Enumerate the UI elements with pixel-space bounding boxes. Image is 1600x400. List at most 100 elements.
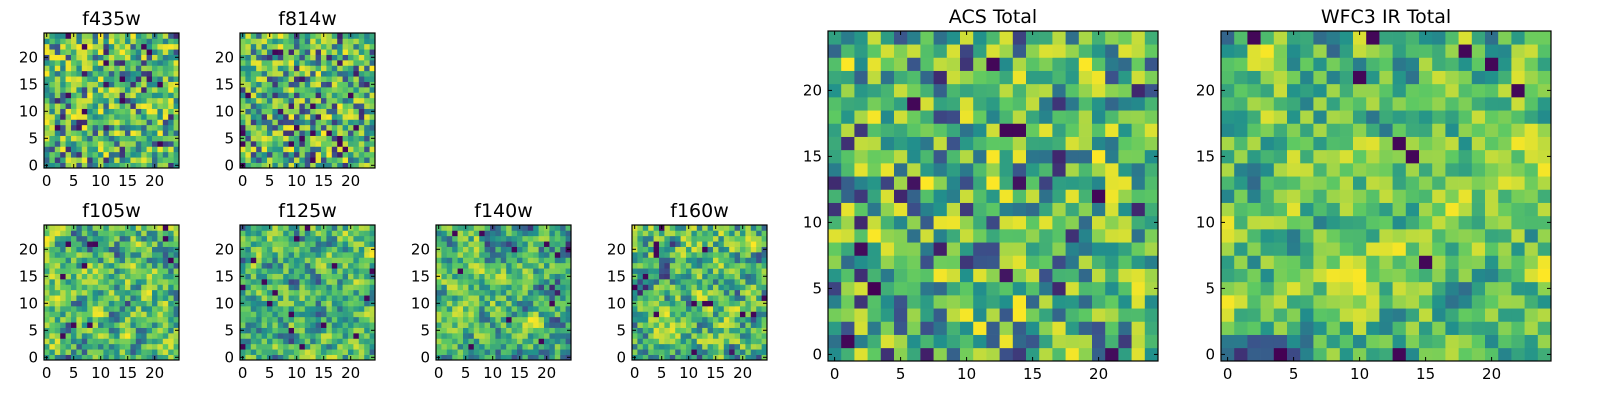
heatmap-cell [342,60,349,66]
heatmap-cell [358,354,365,361]
heatmap-cell [44,268,50,274]
heatmap-cell [463,327,469,334]
heatmap-cell [49,246,56,253]
heatmap-cell [364,343,370,350]
heatmap-cell [245,268,252,274]
heatmap-cell [1052,163,1066,177]
heatmap-cell [337,230,343,237]
heatmap-cell [756,230,762,237]
heatmap-cell [1326,229,1341,243]
heatmap-cell [157,157,164,163]
heatmap-cell [326,81,333,88]
heatmap-cell [49,235,56,242]
heatmap-cell [250,322,257,328]
heatmap-cell [369,225,376,231]
heatmap-cell [1471,295,1486,309]
heatmap-cell [288,70,295,77]
heatmap-cell [828,268,842,283]
y-tick-label: 15 [803,147,822,165]
heatmap-cell [1144,202,1159,217]
heatmap-cell [114,257,120,264]
heatmap-cell [135,262,142,269]
heatmap-cell [702,289,708,296]
heatmap-cell [933,268,948,283]
heatmap-cell [565,333,572,339]
heatmap-cell [999,31,1014,45]
heatmap-cell [168,87,174,93]
heatmap-cell [691,289,698,296]
heatmap-cell [1498,308,1512,322]
heatmap-cell [87,81,93,88]
heatmap-cell [1118,110,1132,124]
heatmap-cell [267,333,273,339]
heatmap-cell [907,97,921,111]
heatmap-cell [125,268,131,274]
heatmap-cell [522,284,529,291]
heatmap-cell [1471,321,1486,335]
heatmap-cell [446,354,453,361]
heatmap-cell [283,246,289,253]
heatmap-cell [256,252,262,258]
heatmap-cell [1012,255,1027,269]
heatmap-cell [65,60,72,66]
heatmap-cell [364,349,370,355]
heatmap-cell [331,162,338,169]
heatmap-cell [283,349,289,355]
heatmap-cell [304,119,311,126]
heatmap-cell [1118,57,1132,71]
heatmap-cell [87,246,93,253]
heatmap-cell [353,333,360,339]
heatmap-cell [468,268,475,274]
heatmap-cell [369,262,376,269]
heatmap-cell [686,300,692,307]
heatmap-cell [750,316,757,323]
heatmap-cell [272,135,279,142]
heatmap-cell [76,252,83,258]
heatmap-cell [452,300,458,307]
heatmap-cell [337,60,343,66]
heatmap-cell [299,257,306,264]
heatmap-cell [841,334,855,349]
heatmap-cell [71,289,77,296]
heatmap-cell [946,189,961,203]
heatmap-cell [880,229,895,243]
heatmap-cell [960,242,974,256]
heatmap-cell [527,273,534,280]
heatmap-cell [506,235,512,242]
heatmap-cell [745,262,752,269]
heatmap-cell [337,327,343,334]
heatmap-cell [54,300,61,307]
heatmap-cell [653,257,660,264]
heatmap-cell [54,49,61,55]
heatmap-cell [337,295,343,301]
heatmap-cell [146,108,153,115]
heatmap-cell [642,257,649,264]
heatmap-cell [729,273,735,280]
heatmap-cell [867,347,882,362]
heatmap-cell [92,76,99,82]
heatmap-cell [1026,176,1040,190]
heatmap-cell [168,157,174,163]
heatmap-cell [457,268,464,274]
heatmap-cell [1052,136,1066,151]
heatmap-cell [331,81,338,88]
heatmap-cell [60,38,66,45]
heatmap-cell [76,92,83,99]
heatmap-cell [1392,255,1407,269]
heatmap-cell [353,322,360,328]
heatmap-cell [1026,215,1040,230]
heatmap-cell [310,33,316,39]
heatmap-cell [479,349,485,355]
heatmap-cell [1026,31,1040,45]
heatmap-cell [125,146,131,153]
heatmap-cell [446,333,453,339]
heatmap-cell [479,322,485,328]
heatmap-cell [130,108,137,115]
heatmap-cell [71,135,77,142]
heatmap-cell [157,38,164,45]
heatmap-cell [533,322,539,328]
heatmap-cell [358,162,365,169]
heatmap-cell [250,338,257,345]
heatmap-cell [648,327,654,334]
heatmap-cell [146,333,153,339]
